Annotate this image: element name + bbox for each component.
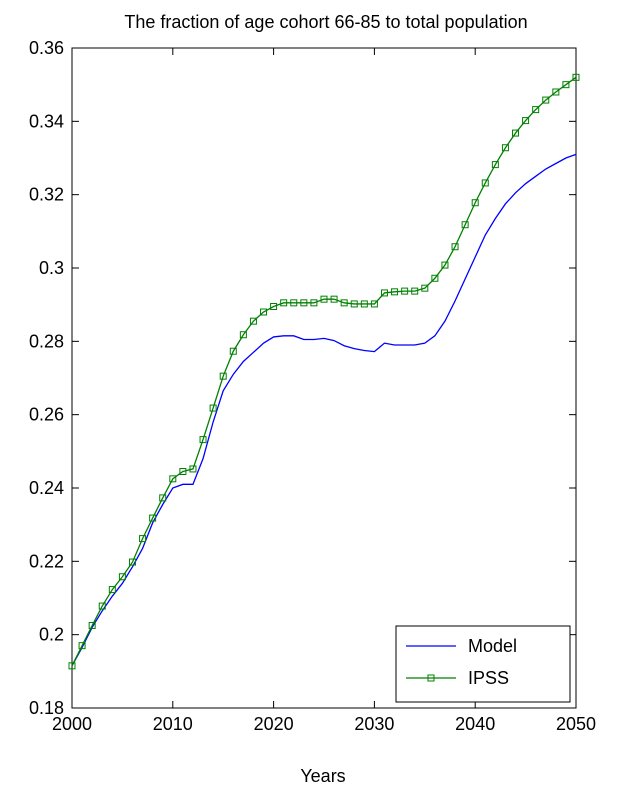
data-point-ipss — [532, 106, 540, 114]
y-tick-label: 0.34 — [29, 111, 64, 131]
data-point-ipss — [78, 642, 86, 650]
data-point-ipss — [461, 221, 469, 229]
data-point-ipss — [169, 475, 177, 483]
data-point-ipss — [522, 117, 530, 125]
legend-marker-ipss — [427, 674, 435, 682]
y-tick-label: 0.18 — [29, 698, 64, 718]
data-point-ipss — [139, 535, 147, 543]
data-point-ipss — [179, 468, 187, 475]
axis-ticks: 0.18 0.2 0.22 0.24 0.26 0.28 0.3 0.32 0.34 0.36 20… — [29, 38, 596, 734]
y-tick-label: 0.2 — [39, 625, 64, 645]
data-point-ipss — [370, 300, 378, 308]
data-point-ipss — [199, 436, 207, 444]
data-point-ipss — [290, 299, 298, 307]
data-point-ipss — [68, 662, 76, 670]
x-tick-label: 2050 — [556, 714, 596, 734]
data-point-ipss — [98, 602, 106, 610]
data-point-ipss — [108, 586, 116, 594]
data-point-ipss — [340, 299, 348, 307]
y-tick-label: 0.32 — [29, 185, 64, 205]
data-point-ipss — [88, 622, 96, 629]
y-tick-label: 0.24 — [29, 478, 64, 498]
data-point-ipss — [280, 299, 288, 307]
x-axis-label: Years — [300, 766, 345, 786]
x-tick-label: 2030 — [354, 714, 394, 734]
data-point-ipss — [501, 144, 509, 152]
x-tick-label: 2020 — [254, 714, 294, 734]
data-point-ipss — [441, 261, 449, 269]
data-point-ipss — [401, 287, 409, 295]
data-point-ipss — [350, 300, 358, 308]
y-tick-label: 0.36 — [29, 38, 64, 58]
data-point-ipss — [491, 161, 499, 169]
data-point-ipss — [451, 243, 459, 251]
series-layer — [68, 73, 580, 670]
x-tick-label: 2010 — [153, 714, 193, 734]
data-point-ipss — [360, 300, 368, 308]
data-point-ipss — [421, 284, 429, 292]
data-point-ipss — [219, 372, 227, 380]
data-point-ipss — [189, 465, 197, 473]
data-point-ipss — [380, 289, 388, 297]
data-point-ipss — [572, 73, 580, 81]
y-tick-label: 0.3 — [39, 258, 64, 278]
data-point-ipss — [128, 558, 136, 566]
data-point-ipss — [300, 299, 308, 307]
data-point-ipss — [239, 331, 247, 339]
plot-frame — [71, 47, 577, 709]
y-tick-label: 0.22 — [29, 551, 64, 571]
data-point-ipss — [512, 129, 520, 137]
data-point-ipss — [562, 81, 570, 89]
x-tick-label: 2000 — [52, 714, 92, 734]
data-point-ipss — [149, 514, 157, 522]
data-point-ipss — [330, 295, 338, 303]
data-point-ipss — [118, 573, 126, 581]
data-point-ipss — [471, 199, 479, 207]
legend-label-model: Model — [468, 636, 517, 656]
data-point-ipss — [260, 308, 268, 316]
data-point-ipss — [270, 303, 278, 310]
x-tick-label: 2040 — [455, 714, 495, 734]
data-point-ipss — [209, 404, 217, 412]
data-point-ipss — [431, 274, 439, 282]
data-point-ipss — [481, 179, 489, 187]
data-point-ipss — [411, 287, 419, 295]
legend: Model IPSS — [395, 625, 571, 703]
data-point-ipss — [229, 347, 237, 355]
series-line-ipss — [71, 76, 577, 667]
legend-label-ipss: IPSS — [468, 668, 509, 688]
y-tick-label: 0.28 — [29, 331, 64, 351]
data-point-ipss — [552, 88, 560, 96]
data-point-ipss — [320, 295, 328, 303]
chart-title: The fraction of age cohort 66-85 to tota… — [124, 12, 527, 32]
data-point-ipss — [159, 494, 167, 502]
data-point-ipss — [391, 288, 399, 296]
data-point-ipss — [249, 317, 257, 325]
data-point-ipss — [310, 299, 318, 307]
y-tick-label: 0.26 — [29, 405, 64, 425]
legend-box — [395, 625, 571, 703]
data-point-ipss — [542, 96, 550, 104]
